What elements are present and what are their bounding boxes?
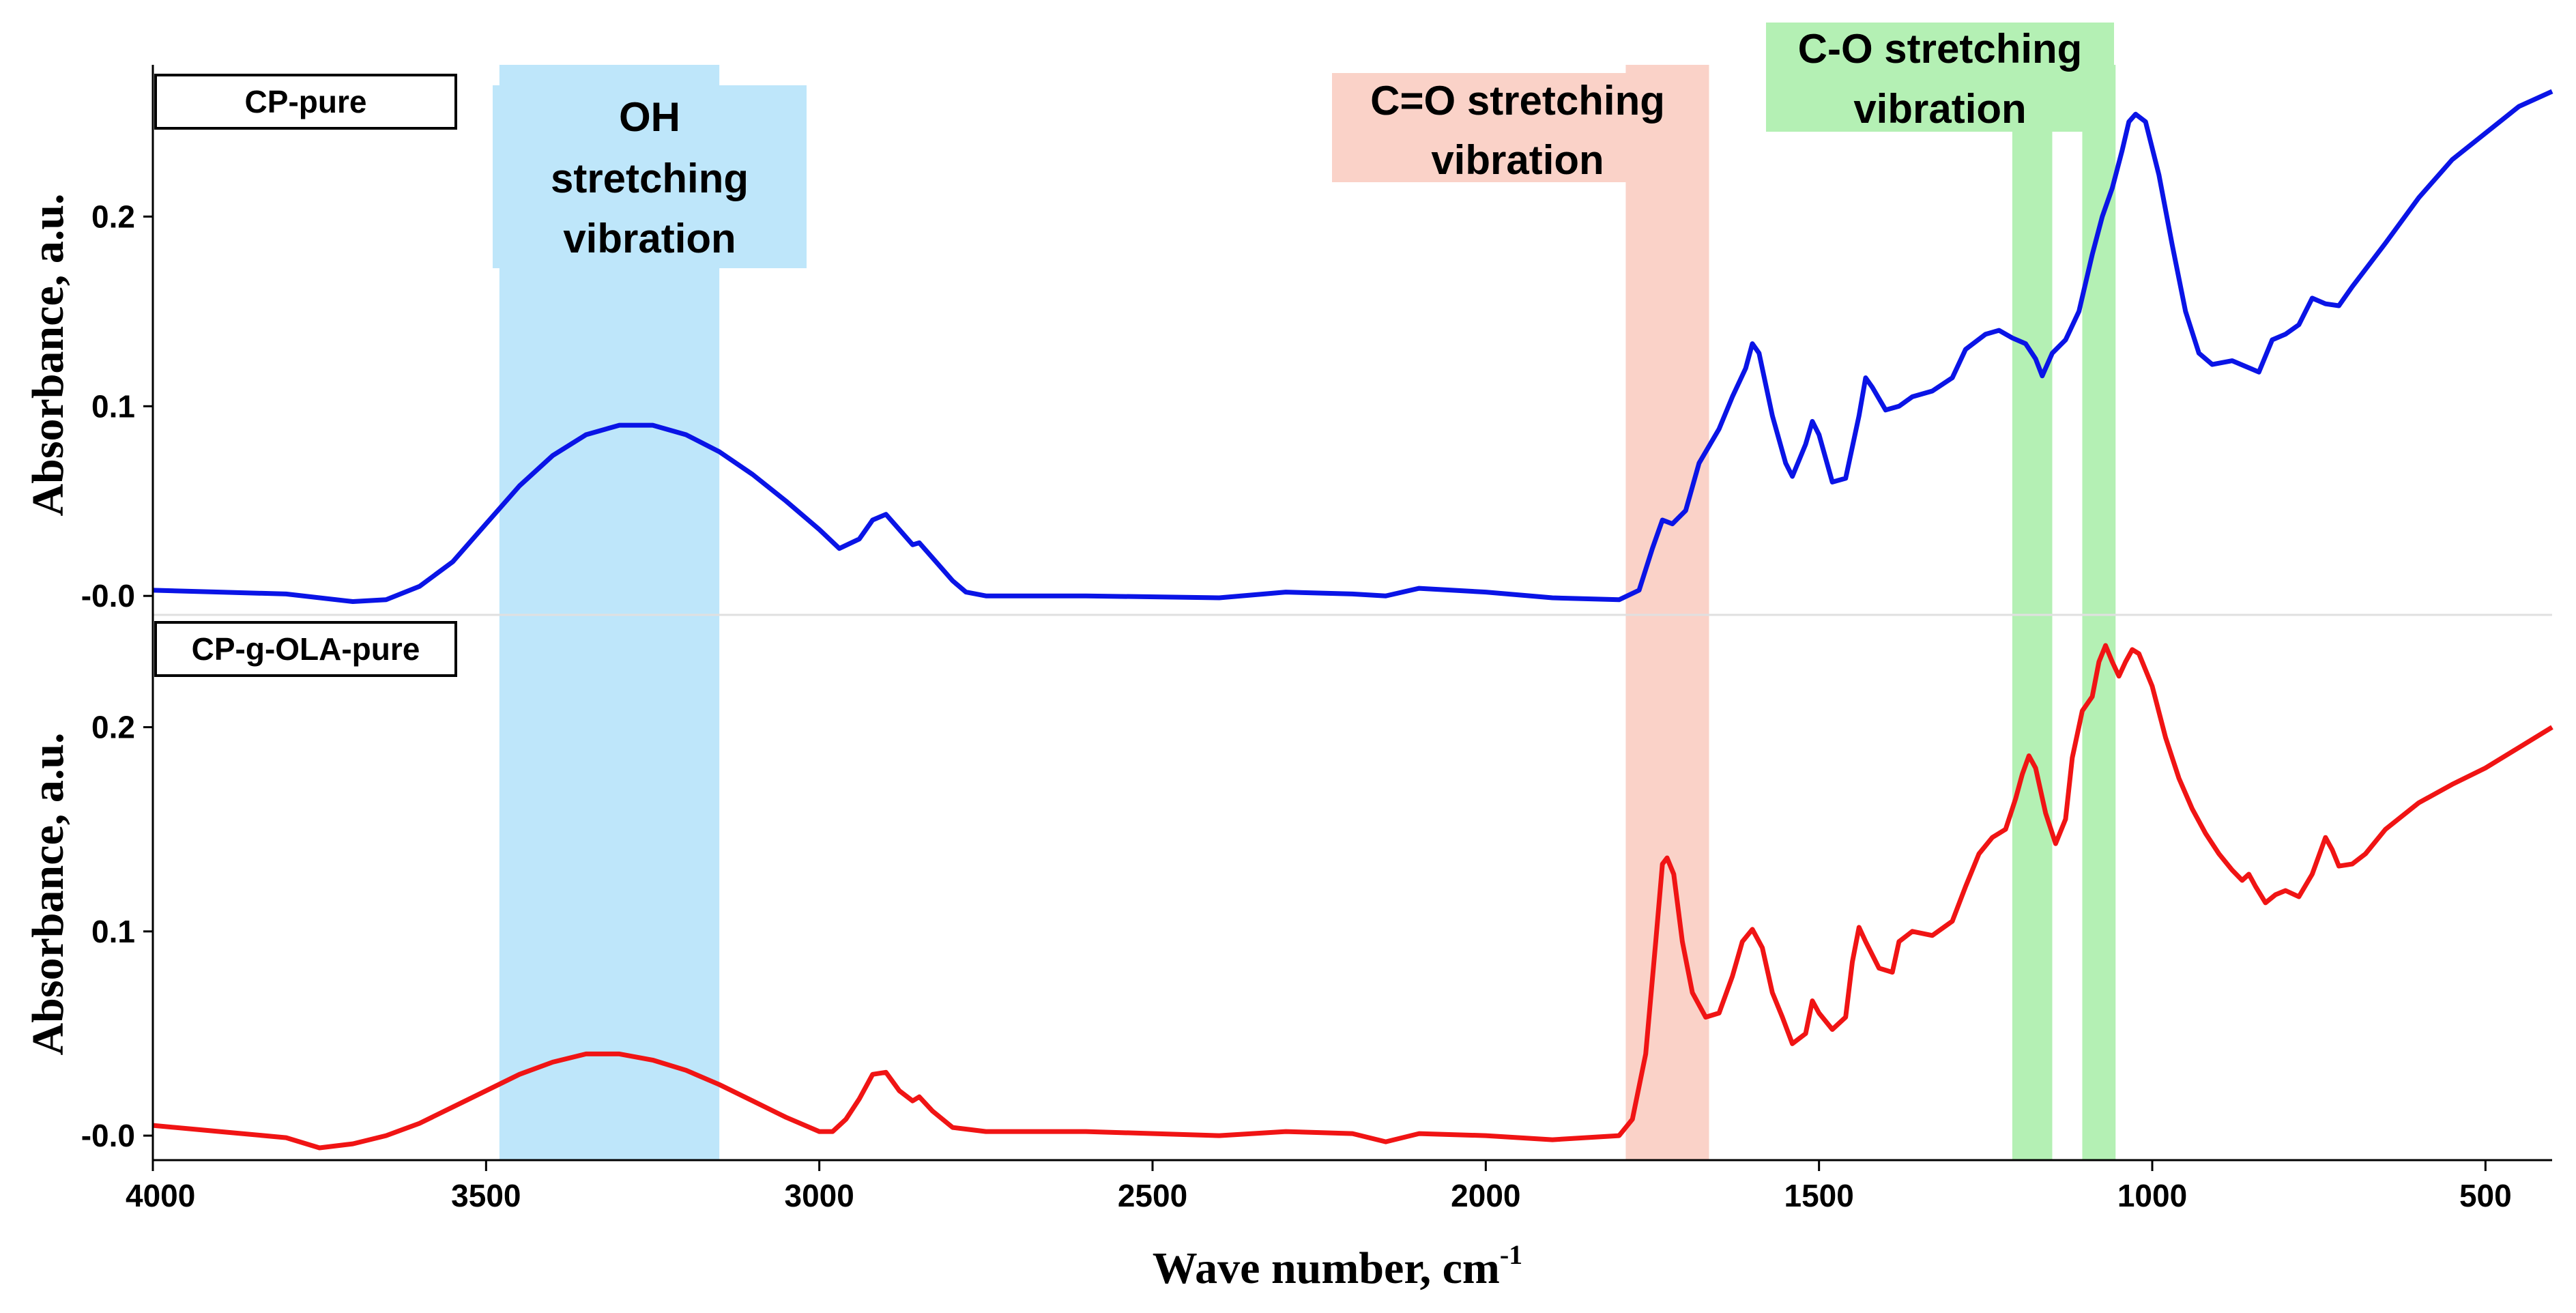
x-axis-title-superscript: -1 xyxy=(1500,1239,1522,1270)
band-co-double xyxy=(1625,65,1709,1160)
legend-text-cp-g-ola-pure: CP-g-OLA-pure xyxy=(192,631,420,667)
y-tick-label-panel2-1: 0.1 xyxy=(91,914,135,949)
x-tick-label-3500: 3500 xyxy=(451,1178,521,1213)
x-tick-label-2000: 2000 xyxy=(1451,1178,1520,1213)
oh-label-line-1: OH xyxy=(619,94,680,140)
y-axis-ticks: -0.0 0.1 0.2 -0.0 0.1 0.2 xyxy=(81,199,153,1153)
legend-box-cp-pure xyxy=(154,74,457,130)
co-double-label-line-1: C=O stretching xyxy=(1370,78,1665,124)
series-line-cp-pure xyxy=(152,89,2553,604)
oh-label-box xyxy=(493,85,807,268)
co-double-label-box xyxy=(1332,73,1703,182)
oh-label-line-2: stretching xyxy=(551,156,749,201)
co-single-label-line-1: C-O stretching xyxy=(1798,26,2083,72)
oh-label-line-3: vibration xyxy=(563,216,736,261)
x-tick-label-1500: 1500 xyxy=(1784,1178,1853,1213)
x-axis-title-main: Wave number, cm xyxy=(1153,1243,1500,1293)
co-double-label-line-2: vibration xyxy=(1431,137,1604,183)
x-tick-label-4000: 4000 xyxy=(126,1178,195,1213)
legend-text-cp-pure: CP-pure xyxy=(245,84,367,119)
y-tick-label-panel2-2: 0.2 xyxy=(91,710,135,745)
y-tick-label-panel1-1: 0.1 xyxy=(91,388,135,424)
y-tick-label-panel2-0: -0.0 xyxy=(81,1118,135,1153)
band-co-single-a xyxy=(2012,65,2053,1160)
legend-box-cp-g-ola-pure xyxy=(154,621,457,677)
y-tick-label-panel1-2: 0.2 xyxy=(91,199,135,234)
series-line-cp-g-ola-pure xyxy=(152,643,2553,1151)
x-tick-label-1000: 1000 xyxy=(2117,1178,2187,1213)
x-tick-label-500: 500 xyxy=(2459,1178,2512,1213)
y-tick-label-panel1-0: -0.0 xyxy=(81,578,135,614)
x-tick-label-3000: 3000 xyxy=(784,1178,854,1213)
y-axis-title-bottom: Absorbance, a.u. xyxy=(23,732,73,1055)
y-axis-title-top: Absorbance, a.u. xyxy=(23,193,73,516)
co-single-label-box xyxy=(1766,23,2114,132)
co-single-label-line-2: vibration xyxy=(1853,86,2026,132)
x-tick-label-2500: 2500 xyxy=(1118,1178,1187,1213)
x-axis-ticks: 4000 3500 3000 2500 2000 1500 1000 500 xyxy=(126,1160,2512,1213)
x-axis-title: Wave number, cm-1 xyxy=(1153,1239,1522,1293)
band-co-single-b xyxy=(2082,65,2116,1160)
